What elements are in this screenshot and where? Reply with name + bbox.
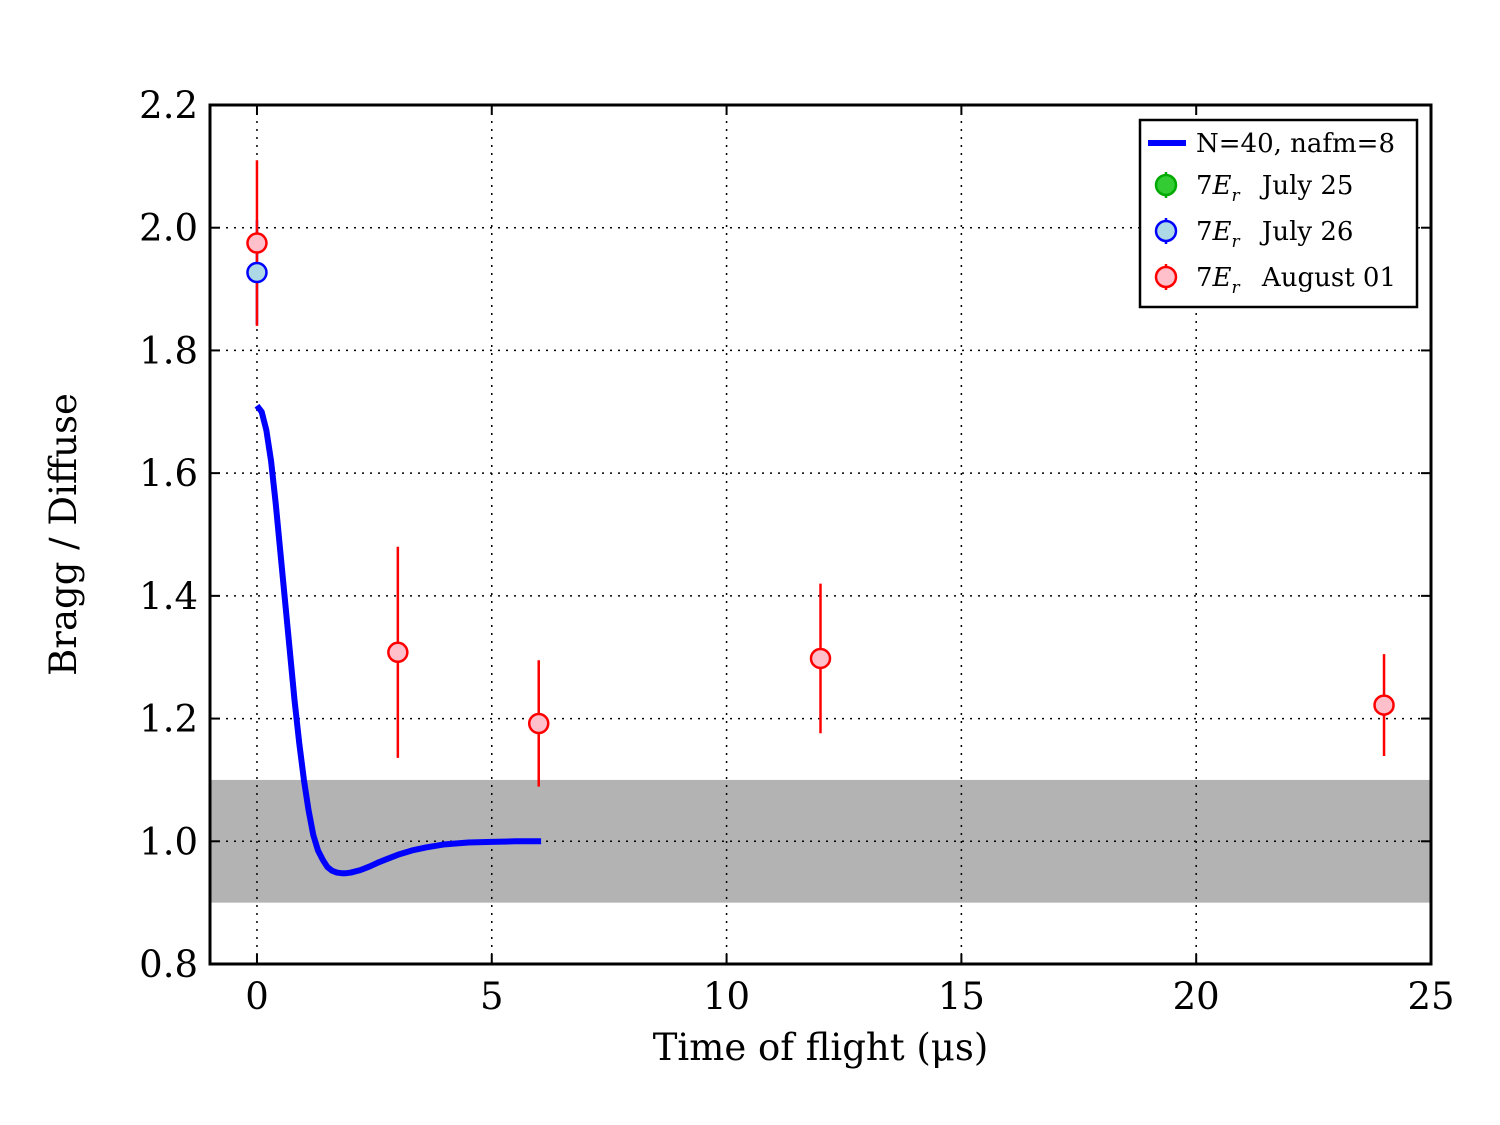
legend-label: 7Er July 26	[1196, 217, 1353, 252]
legend-label-date: August 01	[1254, 263, 1396, 293]
x-tick-label: 5	[480, 975, 504, 1018]
reference-band	[210, 779, 1431, 903]
series-line-0	[254, 403, 542, 877]
legend-label-math: E	[1212, 217, 1232, 247]
data-point	[809, 647, 832, 670]
plot-frame	[208, 103, 1433, 966]
legend-label-number: 7	[1196, 217, 1213, 247]
axes-frame	[208, 103, 1433, 966]
y-tick-label: 1.6	[139, 452, 198, 495]
legend-label-subscript: r	[1232, 186, 1241, 206]
legend-label: 7Er July 25	[1196, 171, 1353, 206]
x-tick-label: 15	[938, 975, 985, 1018]
legend-label-date: July 25	[1254, 171, 1354, 201]
shaded-band	[210, 779, 1431, 903]
data-point	[527, 712, 550, 735]
legend-label-date: July 26	[1254, 217, 1354, 247]
data-point	[246, 232, 268, 254]
x-tick-label: 25	[1407, 975, 1454, 1018]
axis-ticks: 0 5 10 15 20 25 0.8 1.0 1.2 1.4 1.6 1.8 2.0 2.2	[139, 84, 1454, 1018]
y-tick-label: 1.2	[139, 698, 198, 741]
data-point	[246, 261, 268, 284]
y-tick-label: 0.8	[139, 943, 198, 986]
y-tick-label: 1.0	[139, 820, 198, 863]
legend-label: N=40, nafm=8	[1196, 129, 1395, 159]
legend-label-math: E	[1212, 171, 1232, 201]
legend-box	[1138, 118, 1419, 309]
legend-marker-swatch	[1154, 219, 1178, 243]
data-point	[1373, 694, 1395, 716]
x-axis-title: Time of flight (μs)	[653, 1026, 989, 1069]
legend-label-subscript: r	[1232, 232, 1241, 252]
legend-marker-swatch	[1154, 265, 1178, 289]
legend-label-number: 7	[1196, 263, 1213, 293]
legend-label-number: 7	[1196, 171, 1213, 201]
y-tick-label: 2.2	[139, 84, 198, 127]
x-tick-label: 20	[1173, 975, 1220, 1018]
plot-series	[246, 160, 1395, 877]
legend-label: 7Er August 01	[1196, 263, 1396, 298]
y-axis-title: Bragg / Diffuse	[42, 393, 85, 676]
legend-label-subscript: r	[1232, 278, 1241, 298]
y-tick-label: 1.8	[139, 329, 198, 372]
y-tick-label: 2.0	[139, 207, 198, 250]
y-tick-label: 1.4	[139, 575, 198, 618]
legend-marker-swatch	[1154, 173, 1178, 197]
x-tick-label: 10	[703, 975, 750, 1018]
legend-label-math: E	[1212, 263, 1232, 293]
data-point	[387, 641, 409, 664]
x-tick-label: 0	[245, 975, 269, 1018]
